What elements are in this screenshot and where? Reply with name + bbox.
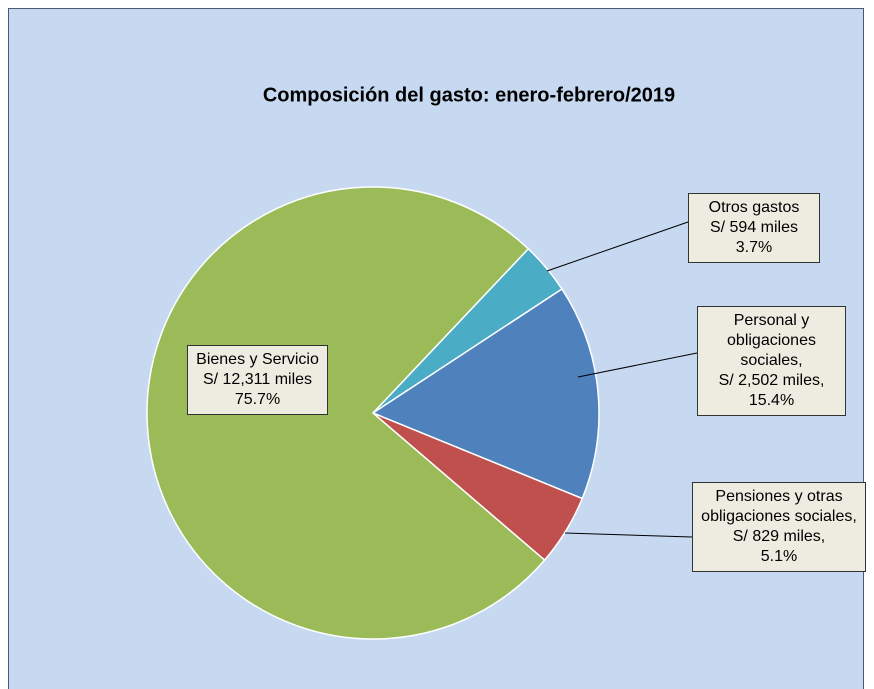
label-category: Otros gastos <box>708 199 800 216</box>
leader-line <box>564 532 693 538</box>
pie-slice <box>371 287 600 500</box>
label-amount: S/ 829 miles, <box>732 528 826 545</box>
label-category: Bienes y Servicio <box>196 351 319 368</box>
chart-title: Composición del gasto: enero-febrero/201… <box>263 84 675 106</box>
label-category: Personal y obligaciones sociales, <box>727 312 816 369</box>
data-label: Pensiones y otras obligaciones sociales,… <box>692 482 866 572</box>
pie-slice <box>146 186 546 640</box>
label-category: Pensiones y otras obligaciones sociales, <box>701 488 857 525</box>
leader-line <box>546 221 689 272</box>
data-label: Personal y obligaciones sociales, S/ 2,50… <box>697 306 846 416</box>
label-amount: S/ 12,311 miles <box>202 371 313 388</box>
data-label: Otros gastos S/ 594 miles 3.7% <box>688 193 820 263</box>
label-amount: S/ 2,502 miles, <box>718 372 825 389</box>
label-percent: 5.1% <box>760 548 798 565</box>
label-percent: 15.4% <box>748 392 795 409</box>
label-amount: S/ 594 miles <box>709 219 799 236</box>
label-percent: 3.7% <box>735 239 773 256</box>
data-label: Bienes y Servicio S/ 12,311 miles 75.7% <box>187 345 328 415</box>
label-percent: 75.7% <box>234 391 281 408</box>
leader-line <box>577 352 698 378</box>
